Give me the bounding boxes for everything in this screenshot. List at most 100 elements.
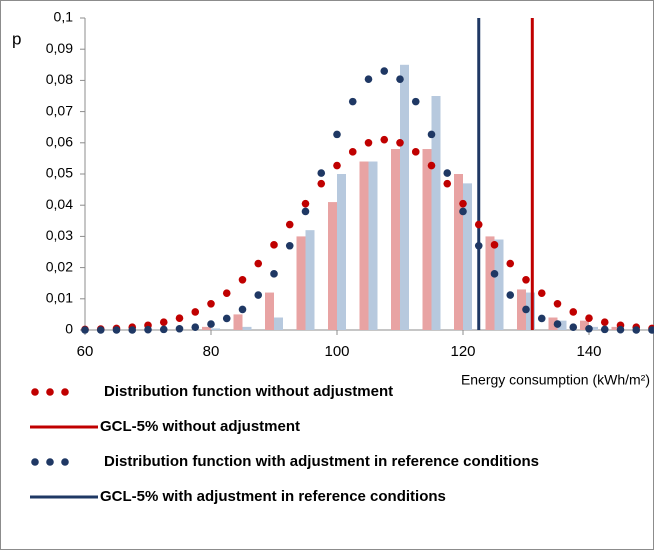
curve-dot: [317, 179, 326, 188]
curve-dot: [585, 314, 593, 322]
curve-dot: [159, 318, 168, 327]
y-tick-label: 0,02: [46, 258, 73, 274]
legend-dot: [61, 458, 69, 466]
x-tick-label: 100: [324, 343, 349, 360]
y-tick-label: 0,03: [46, 227, 73, 243]
curve-dot: [490, 270, 499, 278]
curve-dot: [459, 199, 467, 208]
curve-dot: [191, 323, 200, 331]
bar: [548, 317, 558, 330]
bar: [422, 149, 432, 330]
curve-dot: [270, 270, 278, 278]
curve-dot: [443, 179, 452, 188]
bar: [494, 239, 504, 330]
y-tick-label: 0,06: [46, 134, 73, 150]
curve-dot: [522, 305, 530, 314]
bar: [211, 328, 220, 330]
bar: [296, 236, 306, 330]
curve-dot: [443, 169, 452, 177]
curve-dot: [569, 308, 578, 316]
legend-label: Distribution function with adjustment in…: [104, 453, 539, 470]
y-tick-label: 0,07: [46, 102, 73, 118]
curve-dot: [175, 324, 184, 333]
bar: [400, 64, 409, 331]
curve-dot: [222, 289, 231, 297]
legend-dot: [46, 388, 54, 396]
bar: [611, 326, 621, 330]
y-tick-label: 0,08: [46, 71, 73, 87]
curve-dot: [506, 259, 515, 268]
bar: [233, 314, 243, 330]
curve-dot: [301, 199, 310, 208]
curve-dot: [285, 220, 294, 229]
curve-dot: [96, 326, 105, 334]
curve-dot: [364, 139, 373, 147]
y-tick-label: 0: [65, 321, 73, 337]
curve-dot: [380, 135, 389, 144]
y-tick-label: 0,09: [46, 40, 73, 56]
curve-dot: [553, 320, 562, 328]
bar: [589, 326, 598, 330]
curve-dot: [254, 291, 263, 299]
curve-dot: [364, 75, 373, 83]
bar: [202, 326, 211, 330]
curve-dot: [522, 275, 530, 284]
curve-dot: [585, 324, 593, 333]
bar: [242, 326, 252, 330]
curve-dot: [553, 299, 562, 308]
curve-dot: [506, 291, 515, 299]
curve-dot: [411, 148, 420, 156]
curve-dot: [459, 207, 467, 216]
bar: [359, 161, 369, 330]
curve-dot: [648, 326, 654, 334]
curve-dot: [600, 325, 609, 334]
x-tick-label: 80: [203, 343, 220, 360]
curve-dot: [301, 207, 310, 216]
curve-dot: [285, 241, 294, 250]
curve-dot: [396, 139, 404, 147]
curve-dot: [333, 130, 341, 139]
bar: [274, 317, 283, 330]
legend-label: Distribution function without adjustment: [104, 383, 393, 400]
bar: [265, 292, 274, 330]
curve-dot: [474, 241, 483, 250]
x-axis-label: Energy consumption (kWh/m²): [461, 372, 650, 388]
legend-dot: [46, 458, 54, 466]
bar: [431, 96, 441, 330]
bar: [368, 161, 378, 330]
curve-dot: [254, 259, 263, 268]
curve-dot: [569, 323, 578, 331]
curve-dot: [159, 325, 168, 334]
x-tick-label: 120: [450, 343, 475, 360]
curve-dot: [175, 314, 184, 322]
bar: [580, 320, 589, 330]
curve-dot: [537, 314, 546, 323]
bar: [328, 202, 337, 330]
bar: [454, 174, 463, 330]
curve-dot: [144, 325, 152, 334]
curve-dot: [207, 299, 215, 308]
curve-dot: [222, 314, 231, 323]
legend-dot: [61, 388, 69, 396]
curve-dot: [238, 275, 247, 284]
curve-dot: [270, 241, 278, 249]
legend-dot: [31, 388, 39, 396]
legend-label: GCL-5% with adjustment in reference cond…: [100, 488, 446, 505]
curve-dot: [207, 320, 215, 328]
curve-dot: [396, 75, 404, 83]
y-tick-label: 0,1: [54, 9, 74, 25]
bar: [463, 183, 472, 330]
curve-dot: [490, 241, 499, 249]
y-tick-label: 0,05: [46, 165, 73, 181]
bar: [557, 320, 567, 330]
curve-dot: [238, 305, 247, 314]
curve-dot: [112, 326, 121, 334]
bar: [485, 236, 495, 330]
curve-dot: [537, 289, 546, 297]
curve-dot: [81, 326, 89, 334]
y-tick-label: 0,01: [46, 290, 73, 306]
bar: [305, 230, 315, 330]
